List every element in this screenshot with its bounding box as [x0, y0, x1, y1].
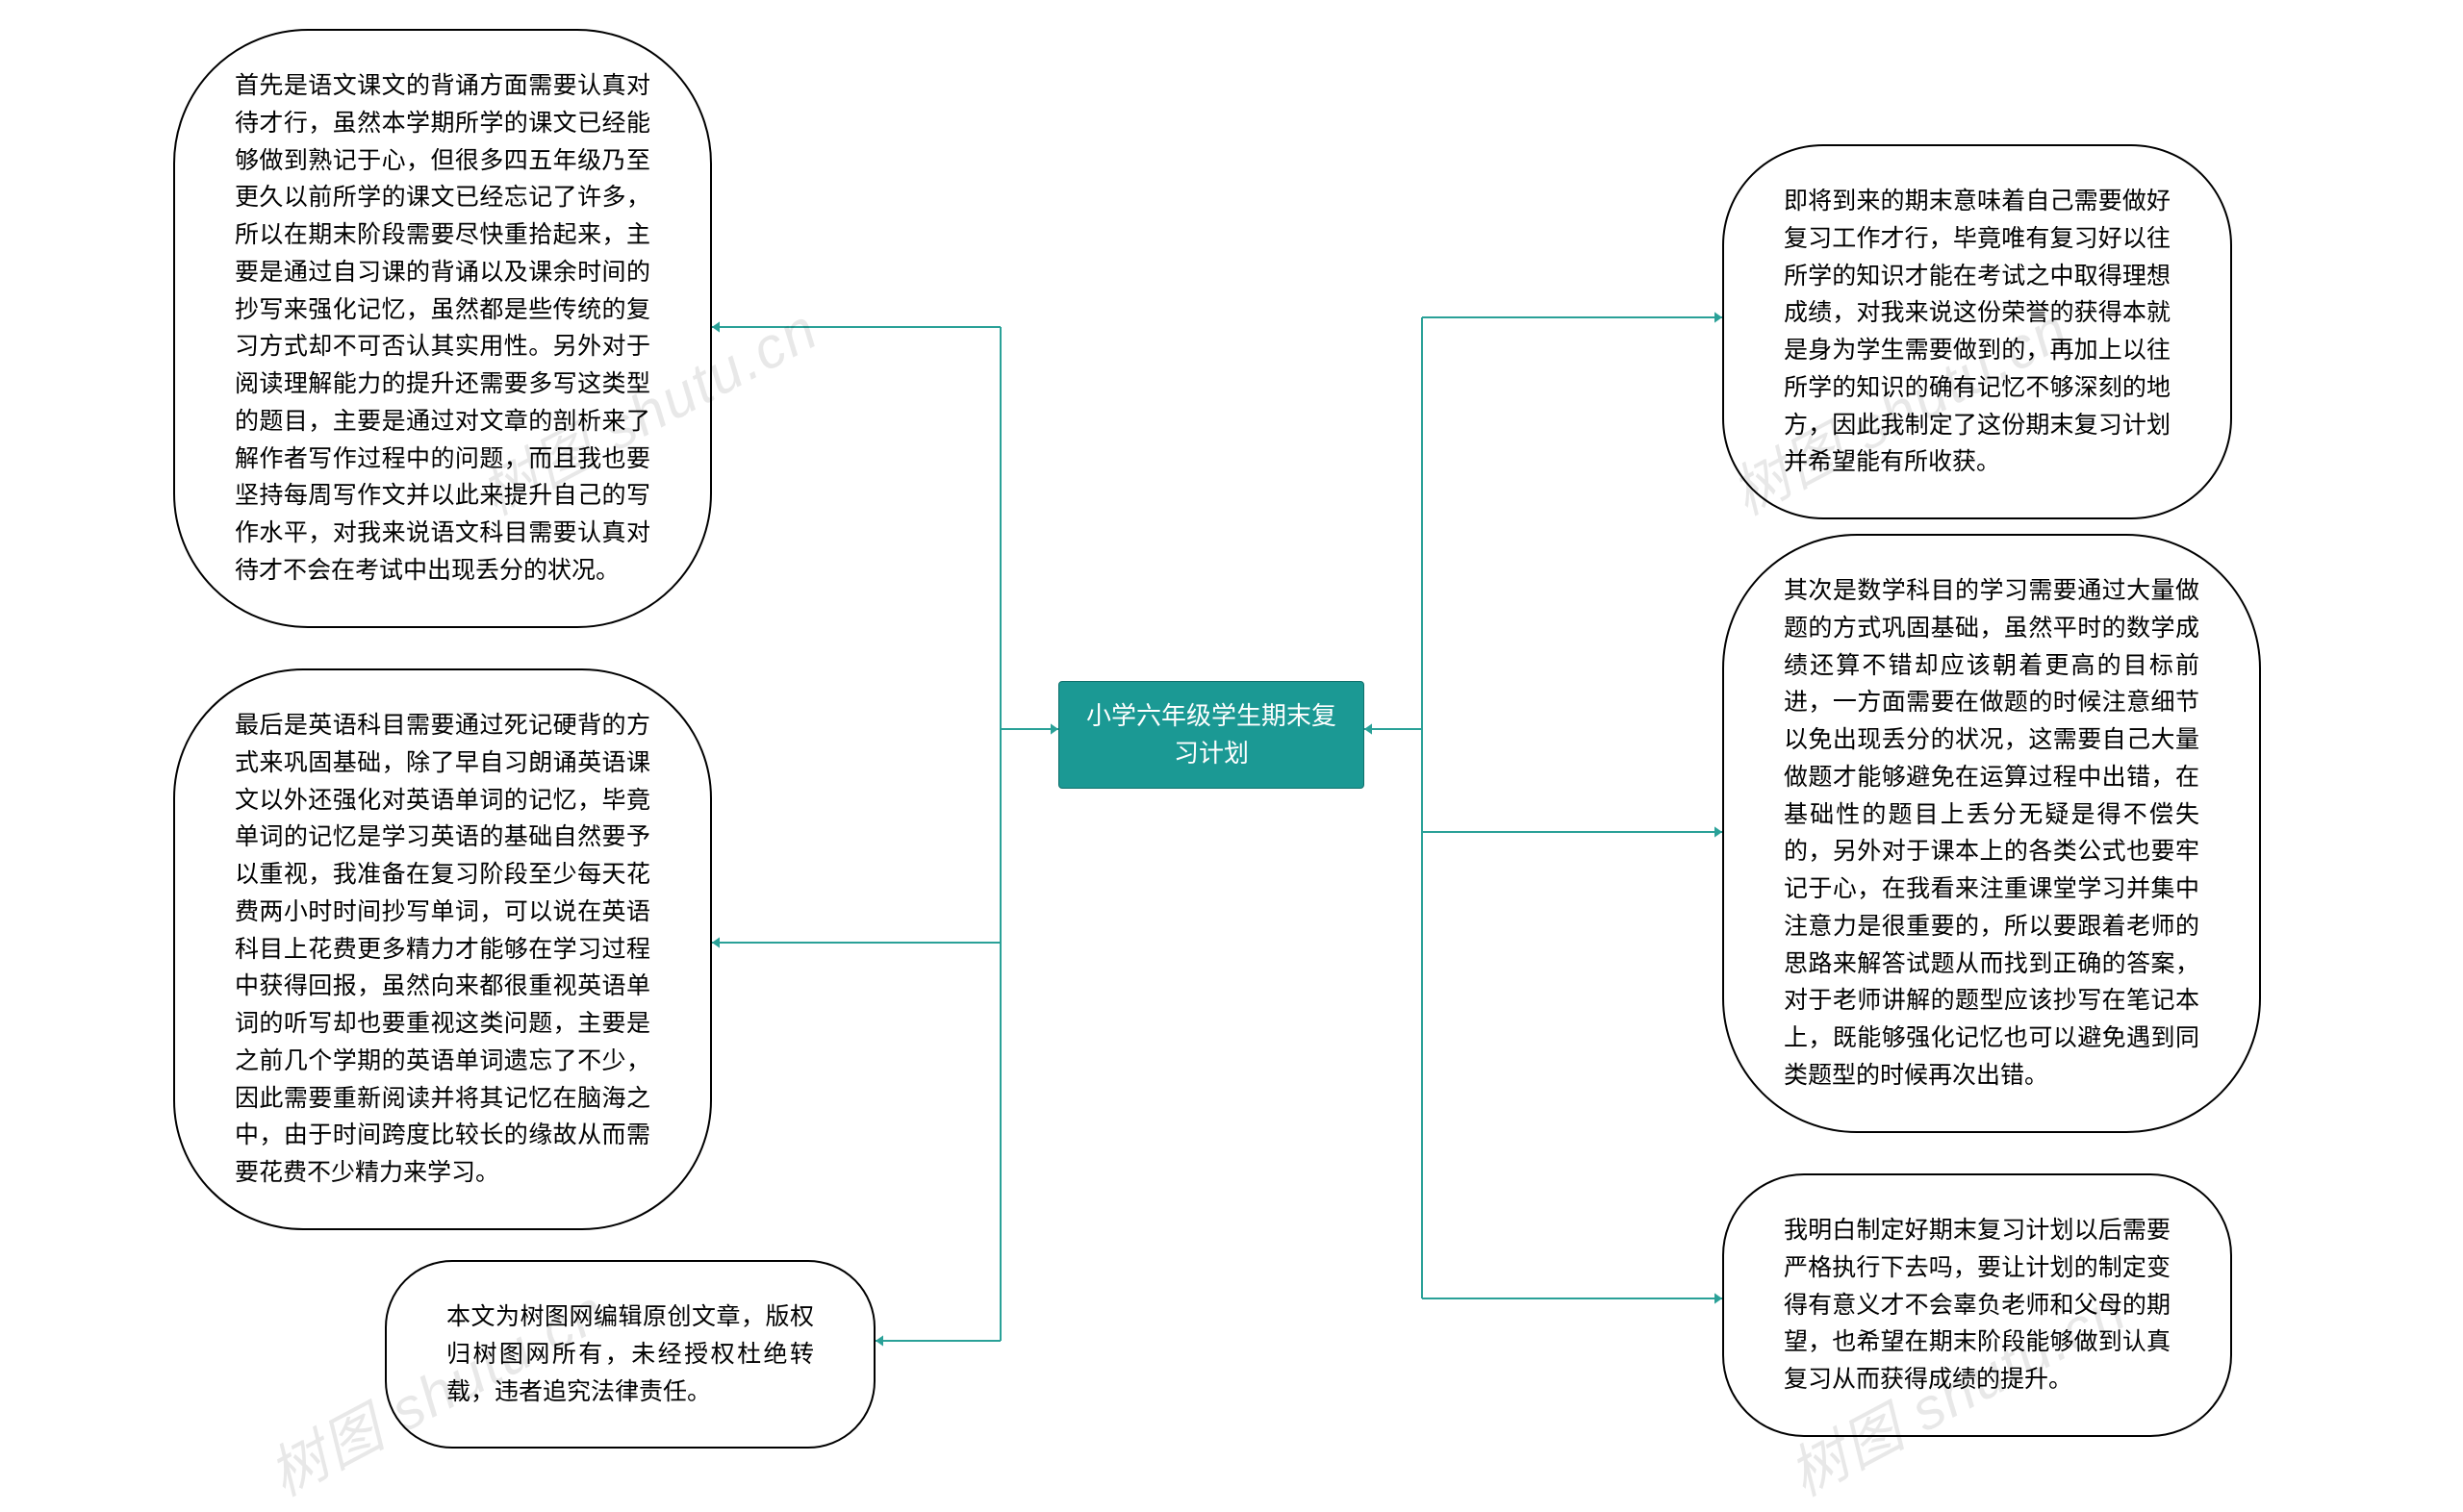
node-text: 最后是英语科目需要通过死记硬背的方式来巩固基础，除了早自习朗诵英语课文以外还强化…: [235, 712, 650, 1186]
node-text: 即将到来的期末意味着自己需要做好复习工作才行，毕竟唯有复习好以往所学的知识才能在…: [1784, 188, 2171, 475]
mindmap-canvas: 小学六年级学生期末复习计划 首先是语文课文的背诵方面需要认真对待才行，虽然本学期…: [0, 0, 2463, 1451]
left-node-left2: 最后是英语科目需要通过死记硬背的方式来巩固基础，除了早自习朗诵英语课文以外还强化…: [173, 668, 712, 1230]
right-node-right3: 我明白制定好期末复习计划以后需要严格执行下去吗，要让计划的制定变得有意义才不会辜…: [1722, 1173, 2232, 1437]
node-text: 本文为树图网编辑原创文章，版权归树图网所有，未经授权杜绝转载，违者追究法律责任。: [446, 1303, 814, 1405]
center-node-text: 小学六年级学生期末复习计划: [1086, 701, 1336, 768]
node-text: 其次是数学科目的学习需要通过大量做题的方式巩固基础，虽然平时的数学成绩还算不错却…: [1784, 577, 2199, 1089]
center-node: 小学六年级学生期末复习计划: [1058, 681, 1364, 789]
node-text: 首先是语文课文的背诵方面需要认真对待才行，虽然本学期所学的课文已经能够做到熟记于…: [235, 72, 650, 584]
left-node-left3: 本文为树图网编辑原创文章，版权归树图网所有，未经授权杜绝转载，违者追究法律责任。: [385, 1260, 876, 1449]
right-node-right2: 其次是数学科目的学习需要通过大量做题的方式巩固基础，虽然平时的数学成绩还算不错却…: [1722, 534, 2261, 1133]
node-text: 我明白制定好期末复习计划以后需要严格执行下去吗，要让计划的制定变得有意义才不会辜…: [1784, 1217, 2171, 1393]
right-node-right1: 即将到来的期末意味着自己需要做好复习工作才行，毕竟唯有复习好以往所学的知识才能在…: [1722, 144, 2232, 519]
left-node-left1: 首先是语文课文的背诵方面需要认真对待才行，虽然本学期所学的课文已经能够做到熟记于…: [173, 29, 712, 628]
